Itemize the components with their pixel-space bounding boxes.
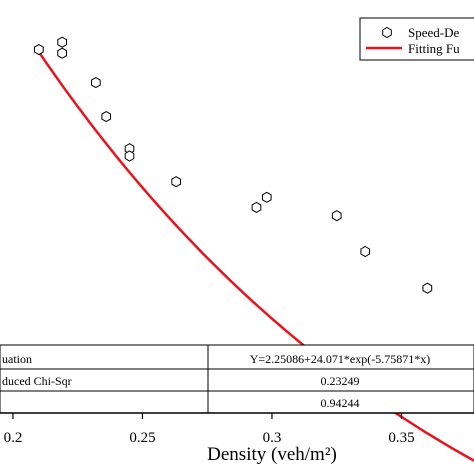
legend-label-speed: Speed-De [408,25,459,40]
table-background [0,344,474,414]
data-point-8 [171,176,181,188]
data-point-12 [360,245,370,258]
x-tick-label: 0.3 [263,430,282,446]
table-value-equation: Y=2.25086+24.071*exp(-5.75871*x) [250,352,431,366]
data-point-4 [91,77,101,89]
data-point-3 [57,47,67,59]
data-point-7 [124,150,135,162]
legend: Speed-De Fitting Fu [359,17,474,61]
x-tick-label: 0.2 [4,430,23,446]
x-tick-label: 0.35 [388,430,414,446]
table-value-r-square: 0.94244 [321,396,360,410]
legend-box [359,17,474,61]
data-point-1 [34,44,44,56]
legend-marker-hexagon [382,26,392,39]
data-point-10 [262,191,272,203]
x-axis-ticks: 0.2 0.25 0.3 0.35 [4,413,415,446]
table-label-equation: uation [2,352,32,366]
x-tick-label: 0.25 [129,430,155,446]
data-point-2 [57,36,67,48]
table-value-chi-sqr: 0.23249 [321,374,360,388]
legend-label-fit: Fitting Fu [408,41,460,56]
data-point-9 [251,201,262,213]
fit-parameter-table: uation Y=2.25086+24.071*exp(-5.75871*x) … [0,344,474,414]
x-axis-title: Density (veh/m²) [207,444,337,465]
data-point-5 [101,111,111,123]
table-label-chi-sqr: duced Chi-Sqr [2,374,72,388]
points-layer [34,36,433,294]
data-point-13 [422,282,433,294]
data-point-11 [331,210,342,222]
